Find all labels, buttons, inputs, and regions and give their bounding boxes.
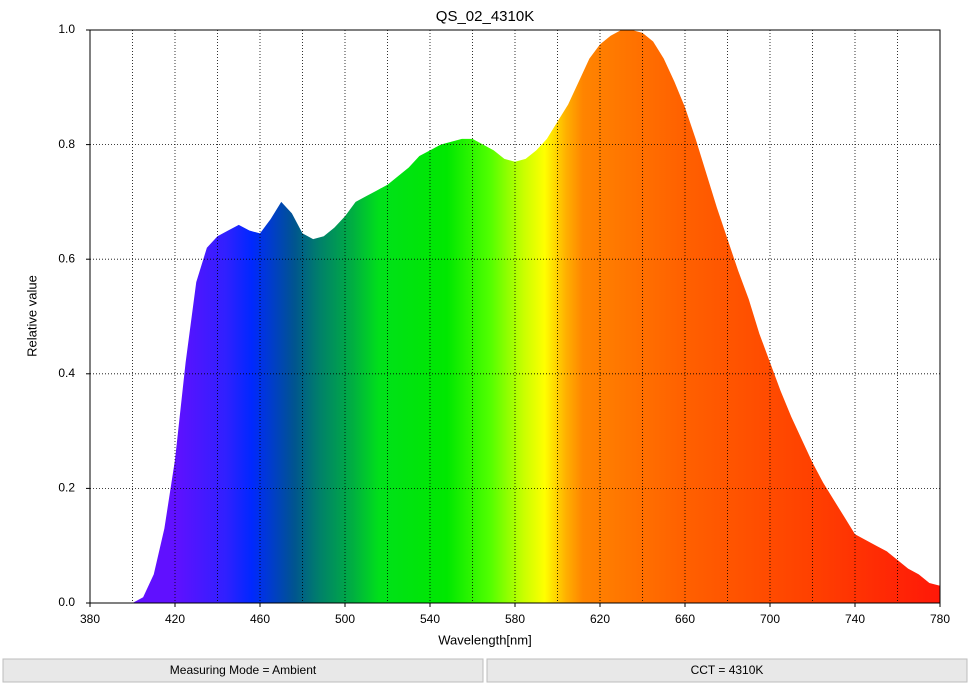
- x-tick-label: 420: [165, 612, 185, 626]
- x-tick-label: 660: [675, 612, 695, 626]
- x-tick-label: 580: [505, 612, 525, 626]
- x-tick-label: 740: [845, 612, 865, 626]
- x-tick-label: 380: [80, 612, 100, 626]
- x-tick-label: 540: [420, 612, 440, 626]
- y-tick-label: 0.4: [58, 366, 75, 380]
- x-tick-label: 700: [760, 612, 780, 626]
- x-tick-label: 780: [930, 612, 950, 626]
- y-tick-label: 0.8: [58, 137, 75, 151]
- spectrum-area: [132, 30, 940, 603]
- y-tick-label: 0.0: [58, 595, 75, 609]
- y-tick-label: 0.2: [58, 481, 75, 495]
- y-tick-label: 0.6: [58, 251, 75, 265]
- x-tick-label: 500: [335, 612, 355, 626]
- y-tick-label: 1.0: [58, 22, 75, 36]
- plot-frame: [89, 29, 941, 604]
- status-text: CCT = 4310K: [691, 663, 764, 677]
- status-text: Measuring Mode = Ambient: [170, 663, 317, 677]
- chart-title: QS_02_4310K: [436, 8, 534, 25]
- x-tick-label: 460: [250, 612, 270, 626]
- x-tick-label: 620: [590, 612, 610, 626]
- x-axis-label: Wavelength[nm]: [438, 632, 531, 647]
- status-cell: [2, 658, 484, 683]
- y-axis-label: Relative value: [24, 275, 39, 357]
- status-cell: [486, 658, 968, 683]
